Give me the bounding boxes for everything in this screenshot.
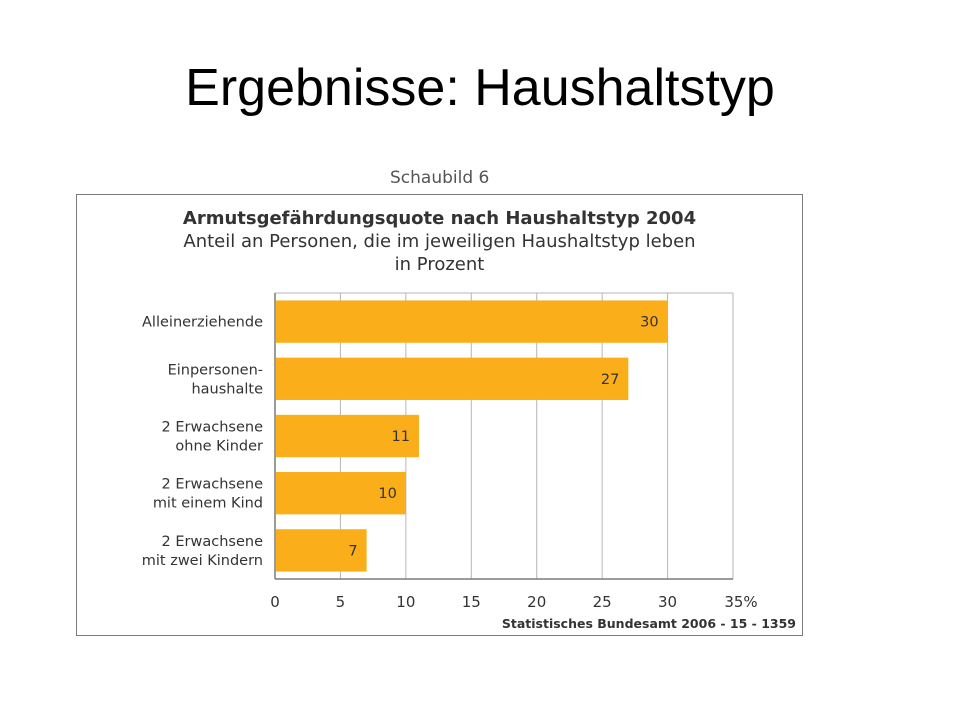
category-label: ohne Kinder: [175, 439, 263, 455]
slide-title: Ergebnisse: Haushaltstyp: [185, 59, 775, 117]
x-tick-label: 20: [527, 593, 546, 611]
x-tick-label: 25: [593, 593, 612, 611]
bar-value-label: 11: [391, 429, 409, 445]
chart-header: Armutsgefährdungsquote nach Haushaltstyp…: [76, 207, 803, 276]
chart-subtitle-line-1: Anteil an Personen, die im jeweiligen Ha…: [183, 231, 696, 252]
bar: [276, 414, 419, 458]
category-label: 2 Erwachsene: [162, 534, 264, 550]
bar-value-label: 27: [601, 372, 619, 388]
category-label: Einpersonen-: [168, 362, 263, 378]
chart-title: Armutsgefährdungsquote nach Haushaltstyp…: [182, 208, 697, 229]
category-label: 2 Erwachsene: [162, 477, 264, 493]
category-label: 2 Erwachsene: [162, 420, 264, 436]
category-label: mit zwei Kindern: [142, 553, 263, 569]
bar: [276, 300, 668, 343]
category-label: Alleinerziehende: [142, 315, 263, 331]
chart-subtitle-line-2: in Prozent: [394, 254, 485, 275]
figure-label: Schaubild 6: [390, 168, 490, 188]
category-label: mit einem Kind: [153, 496, 263, 512]
bar: [276, 357, 629, 400]
chart-frame: [76, 194, 803, 636]
x-tick-label: 30: [658, 593, 677, 611]
source-note: Statistisches Bundesamt 2006 - 15 - 1359: [501, 616, 796, 631]
bar-value-label: 10: [378, 486, 396, 502]
bar: [276, 529, 367, 572]
bar-value-label: 7: [348, 543, 357, 559]
x-tick-label: 15: [462, 593, 481, 611]
x-tick-label: 0: [270, 593, 280, 611]
x-tick-label: 5: [336, 593, 346, 611]
bar: [276, 472, 406, 515]
x-tick-label: 35%: [724, 593, 757, 611]
category-label: haushalte: [191, 381, 263, 397]
bar-value-label: 30: [640, 315, 658, 331]
x-tick-label: 10: [396, 593, 415, 611]
